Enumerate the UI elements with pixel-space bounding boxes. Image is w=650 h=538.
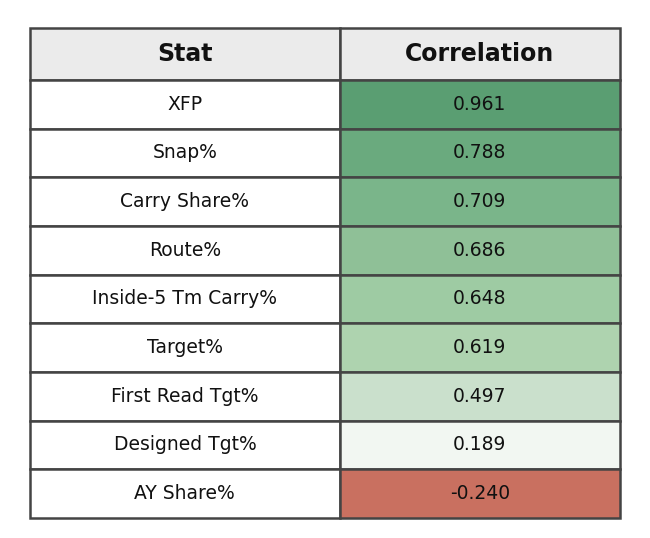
Bar bbox=[340, 372, 620, 421]
Bar bbox=[340, 80, 620, 129]
Text: Target%: Target% bbox=[147, 338, 223, 357]
Bar bbox=[30, 28, 340, 80]
Text: 0.961: 0.961 bbox=[453, 95, 506, 114]
Bar bbox=[340, 226, 620, 275]
Text: 0.788: 0.788 bbox=[453, 144, 506, 162]
Text: Route%: Route% bbox=[149, 241, 221, 260]
Text: 0.686: 0.686 bbox=[453, 241, 506, 260]
Bar bbox=[340, 323, 620, 372]
Bar bbox=[30, 469, 340, 518]
Bar bbox=[340, 421, 620, 469]
Text: Correlation: Correlation bbox=[405, 42, 554, 66]
Text: Carry Share%: Carry Share% bbox=[120, 192, 250, 211]
Bar bbox=[30, 178, 340, 226]
Text: 0.619: 0.619 bbox=[453, 338, 506, 357]
Text: Snap%: Snap% bbox=[153, 144, 217, 162]
Text: 0.648: 0.648 bbox=[453, 289, 506, 308]
Bar bbox=[30, 129, 340, 178]
Text: Designed Tgt%: Designed Tgt% bbox=[114, 435, 256, 455]
Text: 0.709: 0.709 bbox=[453, 192, 506, 211]
Text: 0.497: 0.497 bbox=[453, 387, 506, 406]
Text: AY Share%: AY Share% bbox=[135, 484, 235, 503]
Bar bbox=[30, 275, 340, 323]
Bar bbox=[340, 178, 620, 226]
Text: Inside-5 Tm Carry%: Inside-5 Tm Carry% bbox=[92, 289, 278, 308]
Bar bbox=[30, 421, 340, 469]
Bar bbox=[30, 226, 340, 275]
Bar bbox=[30, 372, 340, 421]
Bar bbox=[30, 323, 340, 372]
Bar bbox=[340, 129, 620, 178]
Text: Stat: Stat bbox=[157, 42, 213, 66]
Text: XFP: XFP bbox=[167, 95, 202, 114]
Bar bbox=[340, 469, 620, 518]
Text: First Read Tgt%: First Read Tgt% bbox=[111, 387, 259, 406]
Text: -0.240: -0.240 bbox=[450, 484, 510, 503]
Text: 0.189: 0.189 bbox=[453, 435, 506, 455]
Bar bbox=[340, 28, 620, 80]
Bar bbox=[30, 80, 340, 129]
Bar bbox=[340, 275, 620, 323]
